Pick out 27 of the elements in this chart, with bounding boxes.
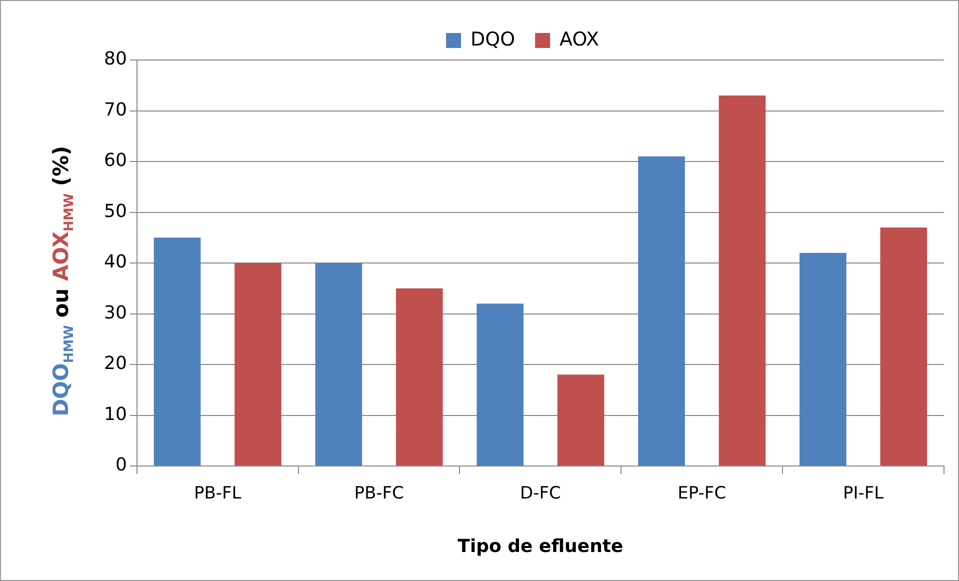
bar bbox=[476, 304, 524, 466]
y-tick-label: 70 bbox=[104, 99, 127, 120]
x-tick-label: EP-FC bbox=[678, 484, 726, 504]
x-axis-title: Tipo de efluente bbox=[458, 536, 624, 557]
bar bbox=[638, 156, 685, 466]
y-tick-label: 10 bbox=[104, 404, 127, 425]
y-tick-label: 60 bbox=[104, 150, 127, 172]
x-tick-label: PI-FL bbox=[842, 484, 884, 504]
legend-label: AOX bbox=[560, 28, 599, 50]
y-tick-label: 40 bbox=[104, 252, 127, 273]
bar bbox=[880, 227, 928, 466]
bar bbox=[800, 252, 846, 466]
legend-label: DQO bbox=[470, 28, 516, 50]
bar bbox=[557, 374, 604, 466]
y-tick-label: 50 bbox=[104, 200, 127, 222]
bar bbox=[154, 238, 201, 466]
y-tick-label: 0 bbox=[115, 454, 127, 476]
bar bbox=[718, 96, 766, 466]
x-tick-label: PB-FL bbox=[194, 484, 242, 504]
y-tick-label: 80 bbox=[104, 48, 127, 70]
y-tick-label: 30 bbox=[104, 302, 127, 324]
x-tick-label: PB-FC bbox=[354, 484, 404, 504]
bar bbox=[234, 263, 282, 466]
bar bbox=[396, 288, 443, 466]
bar bbox=[315, 263, 362, 466]
y-tick-label: 20 bbox=[104, 353, 127, 374]
x-tick-label: D-FC bbox=[520, 484, 561, 504]
